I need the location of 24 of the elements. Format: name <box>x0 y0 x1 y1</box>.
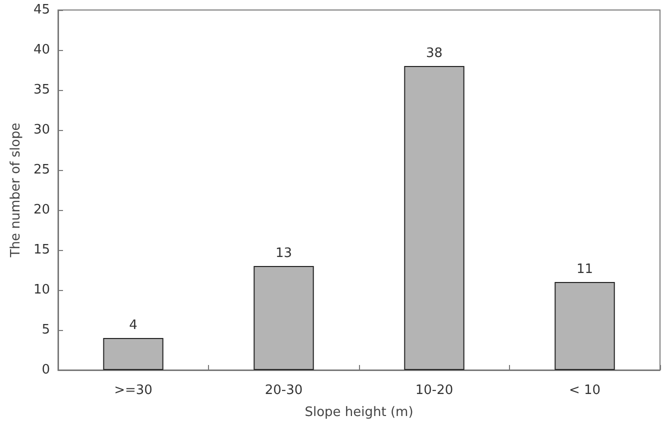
y-tick-label: 15 <box>33 242 50 258</box>
data-label: 4 <box>129 318 138 333</box>
y-tick-label: 25 <box>33 162 50 178</box>
x-axis-title: Slope height (m) <box>304 405 414 420</box>
x-tick-label: >=30 <box>114 383 152 398</box>
data-label: 13 <box>275 246 292 261</box>
y-tick-label: 0 <box>42 362 50 378</box>
x-tick-label: < 10 <box>568 383 601 398</box>
data-label: 11 <box>576 262 594 277</box>
bar <box>554 282 615 370</box>
y-tick-label: 10 <box>33 282 50 298</box>
y-tick-label: 5 <box>42 322 50 338</box>
y-tick-label: 45 <box>33 2 50 18</box>
y-tick-label: 35 <box>33 82 50 98</box>
data-label: 38 <box>426 46 443 61</box>
y-axis-title: The number of slope <box>8 122 24 258</box>
x-tick-label: 10-20 <box>415 383 454 398</box>
bar <box>404 66 464 370</box>
x-tick-label: 20-30 <box>264 383 303 398</box>
y-tick-label: 30 <box>33 122 50 138</box>
y-tick-label: 20 <box>33 202 50 218</box>
bar <box>254 266 314 370</box>
bar <box>103 338 164 370</box>
y-tick-label: 40 <box>33 42 50 58</box>
